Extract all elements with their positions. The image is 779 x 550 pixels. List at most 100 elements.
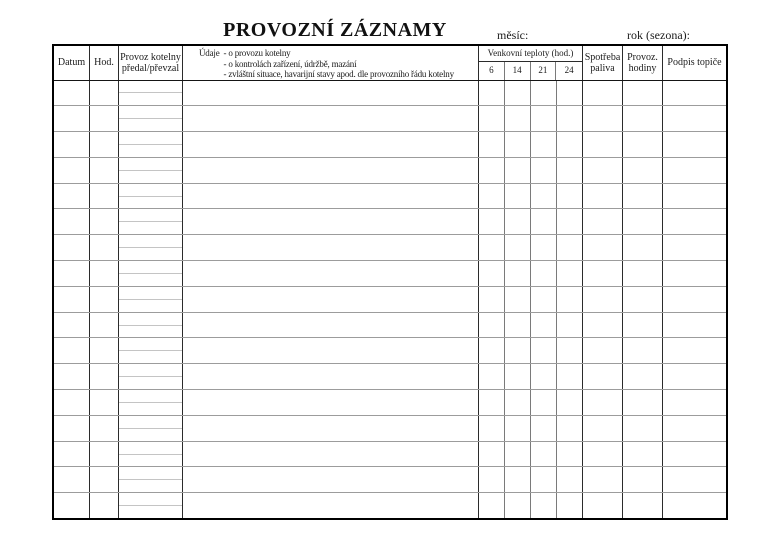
cell-podpis-topice[interactable] — [663, 209, 726, 234]
cell-teplota-21[interactable] — [531, 261, 557, 286]
cell-datum[interactable] — [54, 132, 90, 157]
cell-teplota-24[interactable] — [557, 415, 583, 441]
cell-datum[interactable] — [54, 467, 90, 493]
cell-provoz-prevzal[interactable] — [119, 480, 182, 492]
cell-provoz-predal[interactable] — [119, 235, 182, 249]
cell-hod[interactable] — [90, 390, 119, 415]
cell-podpis-topice[interactable] — [663, 416, 726, 441]
cell-teplota-6[interactable] — [479, 390, 505, 415]
cell-hod[interactable] — [90, 157, 119, 183]
cell-udaje[interactable] — [183, 441, 479, 467]
cell-provoz-predal[interactable] — [119, 209, 182, 223]
cell-podpis-topice[interactable] — [663, 338, 726, 363]
cell-spotreba-paliva[interactable] — [583, 132, 623, 157]
cell-udaje[interactable] — [183, 493, 479, 519]
cell-datum[interactable] — [54, 390, 90, 415]
cell-provoz-hodiny[interactable] — [623, 157, 663, 183]
cell-spotreba-paliva[interactable] — [583, 183, 623, 209]
cell-spotreba-paliva[interactable] — [583, 441, 623, 467]
cell-datum[interactable] — [54, 209, 90, 235]
cell-datum[interactable] — [54, 106, 90, 132]
cell-teplota-6[interactable] — [479, 364, 505, 390]
cell-teplota-24[interactable] — [557, 441, 583, 467]
cell-provoz-hodiny[interactable] — [623, 106, 663, 132]
cell-spotreba-paliva[interactable] — [583, 261, 623, 286]
cell-podpis-topice[interactable] — [663, 390, 726, 415]
cell-provoz-prevzal[interactable] — [119, 326, 182, 338]
cell-provoz-hodiny[interactable] — [623, 235, 663, 261]
cell-udaje[interactable] — [183, 261, 479, 286]
cell-teplota-21[interactable] — [531, 415, 557, 441]
cell-provoz-predal[interactable] — [119, 493, 182, 507]
cell-hod[interactable] — [90, 235, 119, 261]
cell-teplota-14[interactable] — [505, 261, 531, 286]
cell-podpis-topice[interactable] — [663, 467, 726, 492]
cell-teplota-14[interactable] — [505, 235, 531, 261]
cell-teplota-21[interactable] — [531, 106, 557, 132]
cell-podpis-topice[interactable] — [663, 132, 726, 157]
cell-provoz-prevzal[interactable] — [119, 93, 182, 105]
cell-udaje[interactable] — [183, 132, 479, 157]
cell-teplota-6[interactable] — [479, 106, 505, 132]
cell-datum[interactable] — [54, 338, 90, 364]
cell-teplota-21[interactable] — [531, 235, 557, 261]
cell-teplota-6[interactable] — [479, 441, 505, 467]
cell-spotreba-paliva[interactable] — [583, 364, 623, 390]
cell-provoz-predal[interactable] — [119, 184, 182, 197]
cell-udaje[interactable] — [183, 286, 479, 312]
cell-provoz-predal[interactable] — [119, 442, 182, 455]
cell-provoz-prevzal[interactable] — [119, 429, 182, 441]
cell-hod[interactable] — [90, 106, 119, 132]
cell-provoz-hodiny[interactable] — [623, 209, 663, 235]
cell-podpis-topice[interactable] — [663, 313, 726, 338]
cell-datum[interactable] — [54, 493, 90, 519]
cell-provoz-predal[interactable] — [119, 106, 182, 120]
cell-podpis-topice[interactable] — [663, 442, 726, 467]
cell-hod[interactable] — [90, 415, 119, 441]
cell-podpis-topice[interactable] — [663, 235, 726, 260]
cell-spotreba-paliva[interactable] — [583, 312, 623, 338]
cell-teplota-21[interactable] — [531, 312, 557, 338]
cell-spotreba-paliva[interactable] — [583, 235, 623, 261]
cell-teplota-6[interactable] — [479, 183, 505, 209]
cell-teplota-14[interactable] — [505, 132, 531, 157]
cell-teplota-14[interactable] — [505, 183, 531, 209]
cell-datum[interactable] — [54, 157, 90, 183]
cell-hod[interactable] — [90, 441, 119, 467]
cell-datum[interactable] — [54, 183, 90, 209]
cell-udaje[interactable] — [183, 467, 479, 493]
cell-podpis-topice[interactable] — [663, 184, 726, 209]
cell-provoz-hodiny[interactable] — [623, 390, 663, 415]
cell-teplota-24[interactable] — [557, 235, 583, 261]
cell-teplota-21[interactable] — [531, 132, 557, 157]
cell-udaje[interactable] — [183, 364, 479, 390]
cell-udaje[interactable] — [183, 312, 479, 338]
cell-provoz-prevzal[interactable] — [119, 377, 182, 389]
cell-teplota-14[interactable] — [505, 467, 531, 493]
cell-teplota-6[interactable] — [479, 235, 505, 261]
cell-teplota-14[interactable] — [505, 390, 531, 415]
cell-teplota-21[interactable] — [531, 338, 557, 364]
cell-spotreba-paliva[interactable] — [583, 209, 623, 235]
cell-provoz-prevzal[interactable] — [119, 248, 182, 260]
cell-podpis-topice[interactable] — [663, 106, 726, 131]
cell-provoz-predal[interactable] — [119, 313, 182, 326]
cell-teplota-24[interactable] — [557, 467, 583, 493]
cell-spotreba-paliva[interactable] — [583, 415, 623, 441]
cell-provoz-hodiny[interactable] — [623, 132, 663, 157]
cell-provoz-hodiny[interactable] — [623, 415, 663, 441]
cell-provoz-prevzal[interactable] — [119, 145, 182, 157]
cell-teplota-24[interactable] — [557, 80, 583, 106]
cell-spotreba-paliva[interactable] — [583, 390, 623, 415]
cell-provoz-prevzal[interactable] — [119, 403, 182, 415]
cell-teplota-24[interactable] — [557, 493, 583, 519]
cell-teplota-21[interactable] — [531, 493, 557, 519]
cell-teplota-21[interactable] — [531, 467, 557, 493]
cell-teplota-24[interactable] — [557, 183, 583, 209]
cell-spotreba-paliva[interactable] — [583, 286, 623, 312]
cell-teplota-21[interactable] — [531, 286, 557, 312]
cell-teplota-6[interactable] — [479, 132, 505, 157]
cell-datum[interactable] — [54, 80, 90, 106]
cell-hod[interactable] — [90, 80, 119, 106]
cell-podpis-topice[interactable] — [663, 364, 726, 389]
